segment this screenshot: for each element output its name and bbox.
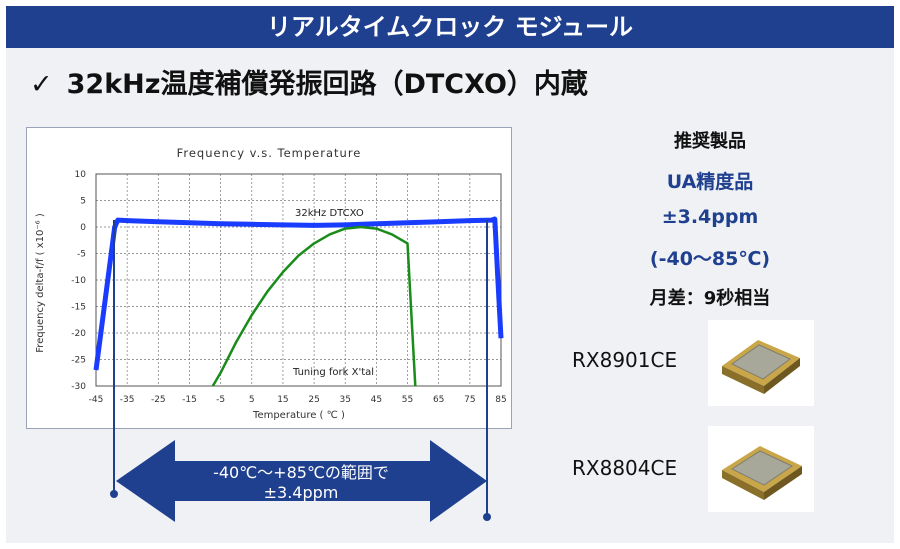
x-tick-label: 25 <box>308 395 319 405</box>
x-tick-label: 75 <box>464 395 475 405</box>
chip-icon <box>722 446 802 500</box>
x-tick-label: -15 <box>182 395 197 405</box>
y-axis-label: Frequency delta-f/f ( x10⁻⁶ ) <box>35 213 46 353</box>
y-tick-label: 10 <box>75 170 87 180</box>
y-tick-label: 0 <box>80 223 86 233</box>
heading: ✓ 32kHz温度補償発振回路（DTCXO）内蔵 <box>30 62 588 101</box>
x-tick-label: -5 <box>216 395 225 405</box>
check-icon: ✓ <box>30 69 53 100</box>
plot-area: -45 -35 -25 -15 -5 5 15 25 35 45 55 65 75 85 10 5 0 -5 -10… <box>71 170 506 405</box>
y-tick-label: -15 <box>71 303 86 313</box>
chart-panel: Frequency v.s. Temperature Temperature (… <box>26 127 512 429</box>
recommended-grade: UA精度品 <box>666 171 754 193</box>
recommended-range: (-40〜85℃) <box>649 248 771 270</box>
x-tick-label: 15 <box>277 395 288 405</box>
y-tick-label: 5 <box>80 197 86 207</box>
slide-title: リアルタイムクロック モジュール <box>6 6 894 48</box>
x-tick-label: 55 <box>402 395 413 405</box>
series-line-tuning-fork <box>211 225 417 387</box>
chip-icon <box>722 340 800 394</box>
x-tick-label: 35 <box>340 395 351 405</box>
dtcxo-annotation: 32kHz DTCXO <box>295 208 364 219</box>
recommended-monthly: 月差：9秒相当 <box>649 288 771 309</box>
tuning-annotation: Tuning fork X'tal <box>292 367 374 378</box>
y-tick-label: -10 <box>71 276 86 286</box>
x-tick-label: -45 <box>89 395 104 405</box>
x-tick-label: 85 <box>495 395 506 405</box>
chart-title: Frequency v.s. Temperature <box>177 146 362 160</box>
recommended-accuracy: ±3.4ppm <box>661 206 759 228</box>
y-tick-label: -5 <box>77 250 86 260</box>
y-tick-label: -30 <box>71 382 86 392</box>
plot-frame <box>95 173 502 387</box>
y-tick-label: -25 <box>71 356 86 366</box>
product-name-rx8804ce: RX8804CE <box>572 456 678 480</box>
x-tick-label: 45 <box>371 395 382 405</box>
recommended-label: 推奨製品 <box>674 131 746 152</box>
x-tick-label: -25 <box>151 395 166 405</box>
y-tick-label: -20 <box>71 329 86 339</box>
rx8804ce-chip-image <box>708 426 814 512</box>
rx8901ce-chip-image <box>708 320 814 406</box>
x-tick-label: -35 <box>120 395 135 405</box>
frequency-temperature-chart: Frequency v.s. Temperature Temperature (… <box>35 146 507 421</box>
x-tick-label: 5 <box>249 395 255 405</box>
x-tick-label: 65 <box>433 395 444 405</box>
series-line-dtcxo <box>93 216 504 371</box>
x-axis-label: Temperature ( ℃ ) <box>252 410 345 421</box>
heading-text: 32kHz温度補償発振回路（DTCXO）内蔵 <box>66 69 588 100</box>
product-name-rx8901ce: RX8901CE <box>572 348 678 372</box>
